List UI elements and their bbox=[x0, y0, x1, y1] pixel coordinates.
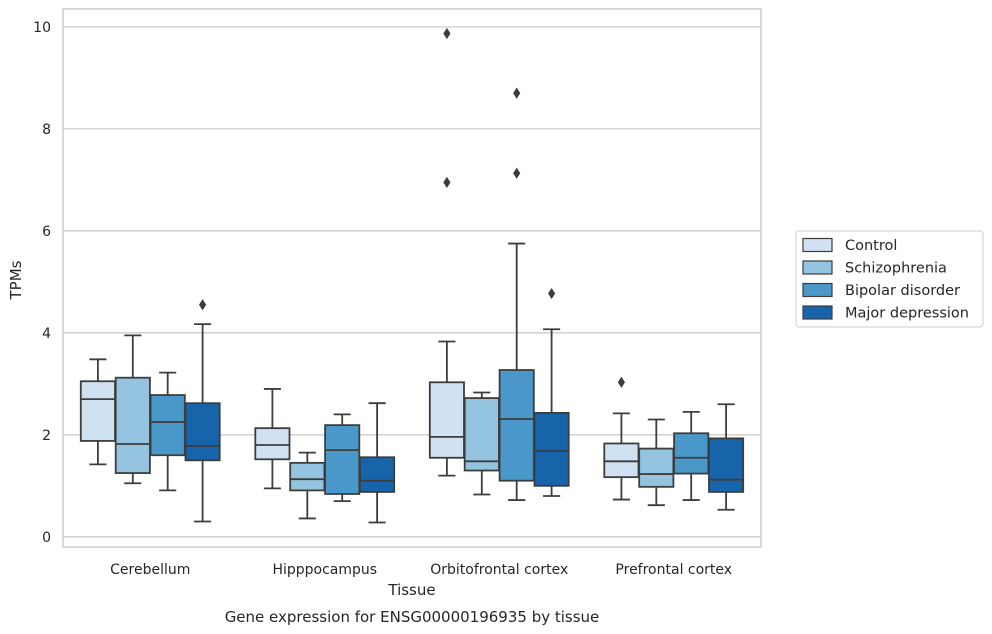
box-iqr bbox=[673, 432, 710, 475]
box-group bbox=[603, 376, 640, 501]
box-iqr bbox=[289, 461, 326, 492]
box-group bbox=[638, 418, 675, 507]
x-tick-label: Cerebellum bbox=[110, 562, 190, 578]
chart-title: Gene expression for ENSG00000196935 by t… bbox=[225, 608, 600, 626]
outlier-point bbox=[548, 287, 556, 300]
box-group bbox=[289, 451, 326, 520]
y-tick-label: 8 bbox=[42, 122, 51, 138]
y-tick-label: 0 bbox=[42, 530, 51, 546]
box-group bbox=[114, 334, 151, 485]
box-iqr bbox=[324, 424, 361, 495]
box-iqr bbox=[603, 442, 640, 479]
box-group bbox=[254, 388, 291, 490]
box-iqr bbox=[184, 402, 221, 462]
x-tick-labels: Cerebellum Hipppocampus Orbitofrontal cort… bbox=[110, 562, 732, 578]
box-iqr bbox=[498, 369, 535, 482]
box-iqr bbox=[359, 456, 396, 493]
x-axis-label: Tissue bbox=[387, 581, 435, 599]
y-tick-label: 2 bbox=[42, 428, 51, 444]
box-group bbox=[463, 391, 500, 496]
x-tick-label: Hipppocampus bbox=[272, 562, 377, 578]
boxes-layer bbox=[79, 27, 745, 524]
outlier-point bbox=[443, 176, 451, 188]
legend-label: Major depression bbox=[845, 306, 969, 322]
outlier-point bbox=[443, 27, 451, 40]
box-iqr bbox=[533, 411, 570, 487]
legend-swatch bbox=[802, 237, 833, 253]
x-tick-label: Orbitofrontal cortex bbox=[430, 562, 568, 578]
y-tick-label: 4 bbox=[42, 326, 51, 342]
box-iqr bbox=[254, 427, 291, 461]
box-group bbox=[79, 358, 116, 466]
box-group bbox=[428, 27, 465, 477]
y-axis-label: TPMs bbox=[7, 260, 25, 300]
box-iqr bbox=[638, 447, 675, 488]
box-group bbox=[673, 410, 710, 501]
legend-label: Control bbox=[845, 238, 897, 254]
x-tick-label: Prefrontal cortex bbox=[615, 562, 732, 578]
box-iqr bbox=[428, 381, 465, 459]
box-iqr bbox=[463, 397, 500, 472]
y-tick-label: 10 bbox=[33, 20, 51, 36]
legend-frame bbox=[795, 230, 984, 328]
box-iqr bbox=[79, 380, 116, 442]
box-group bbox=[708, 403, 745, 511]
box-iqr bbox=[149, 394, 186, 457]
box-group bbox=[498, 87, 535, 501]
legend-label: Bipolar disorder bbox=[845, 283, 960, 299]
legend-swatch bbox=[802, 305, 833, 320]
box-iqr bbox=[708, 437, 745, 493]
legend: Control Schizophrenia Bipolar disorder Majo… bbox=[795, 230, 984, 328]
legend-swatch bbox=[802, 282, 833, 298]
box-group bbox=[149, 371, 186, 492]
outlier-point bbox=[513, 87, 521, 99]
plot-frame bbox=[62, 8, 762, 548]
legend-label: Schizophrenia bbox=[845, 261, 947, 277]
outlier-point bbox=[199, 299, 207, 311]
box-group bbox=[184, 299, 221, 523]
y-tick-labels: 0 2 4 6 8 10 bbox=[33, 20, 51, 546]
box-group bbox=[359, 402, 396, 524]
legend-swatch bbox=[802, 260, 833, 275]
box-group bbox=[324, 413, 361, 503]
outlier-point bbox=[513, 167, 521, 179]
outlier-point bbox=[617, 376, 625, 388]
y-tick-label: 6 bbox=[42, 224, 51, 240]
box-iqr bbox=[114, 376, 151, 474]
box-group bbox=[533, 287, 570, 497]
